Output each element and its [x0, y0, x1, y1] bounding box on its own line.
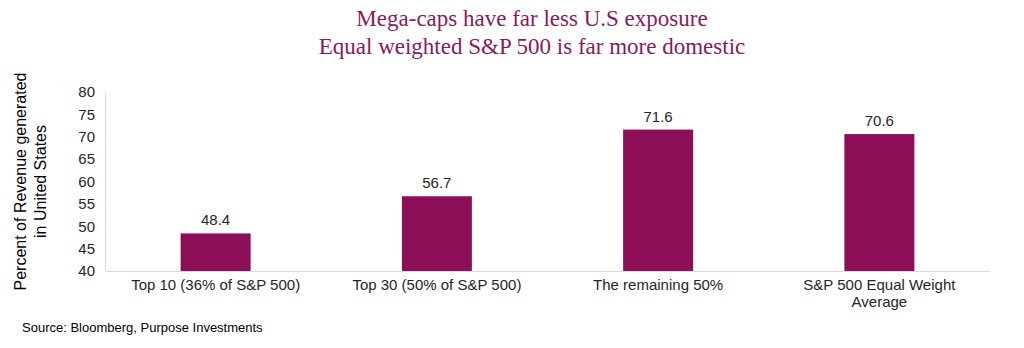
- y-axis-title: Percent of Revenue generatedin United St…: [12, 73, 48, 291]
- y-tick-label: 50: [78, 218, 95, 235]
- source-note: Source: Bloomberg, Purpose Investments: [22, 320, 263, 335]
- y-axis-line: [105, 93, 106, 272]
- chart-svg: Mega-caps have far less U.S exposure Equa…: [0, 0, 1024, 348]
- data-label: 71.6: [644, 108, 673, 125]
- y-tick-label: 45: [78, 240, 95, 257]
- y-axis-title-line: Percent of Revenue generated: [12, 73, 29, 291]
- bars: [181, 130, 915, 271]
- x-tick: Top 30 (50% of S&P 500): [352, 271, 521, 293]
- chart-container: Mega-caps have far less U.S exposure Equa…: [0, 0, 1024, 348]
- x-tick-label: Top 30 (50% of S&P 500): [352, 276, 521, 293]
- x-tick: The remaining 50%: [593, 271, 723, 293]
- y-axis: 40 45 50 55 60 65 70 75 80: [78, 83, 105, 279]
- data-label: 70.6: [865, 112, 894, 129]
- data-label: 48.4: [201, 211, 230, 228]
- y-tick: 70: [78, 128, 105, 145]
- y-tick: 40: [78, 262, 105, 279]
- bar: [181, 233, 251, 271]
- chart-title: Mega-caps have far less U.S exposure: [356, 6, 707, 31]
- y-tick: 50: [78, 218, 105, 235]
- y-tick-label: 70: [78, 128, 95, 145]
- plot-area: 48.4 56.7 71.6 70.6 40 45 50 55 60 65 70 75 80 Top 10…: [78, 83, 990, 310]
- data-labels: 48.4 56.7 71.6 70.6: [201, 108, 894, 229]
- y-tick-label: 55: [78, 195, 95, 212]
- x-tick-label: The remaining 50%: [593, 276, 723, 293]
- x-tick-label: Top 10 (36% of S&P 500): [131, 276, 300, 293]
- x-tick: Top 10 (36% of S&P 500): [131, 271, 300, 293]
- y-axis-title-line: in United States: [32, 125, 49, 238]
- y-tick: 80: [78, 83, 105, 100]
- x-axis-line: [106, 271, 991, 272]
- bar: [623, 130, 693, 271]
- y-tick: 75: [78, 106, 105, 123]
- y-tick-label: 80: [78, 83, 95, 100]
- data-label: 56.7: [422, 174, 451, 191]
- y-tick-label: 75: [78, 106, 95, 123]
- y-tick: 45: [78, 240, 105, 257]
- y-tick-label: 40: [78, 262, 95, 279]
- y-tick: 55: [78, 195, 105, 212]
- bar: [844, 134, 914, 271]
- y-tick: 60: [78, 173, 105, 190]
- y-tick: 65: [78, 150, 105, 167]
- bar: [402, 196, 472, 271]
- x-tick: S&P 500 Equal WeightAverage: [803, 271, 956, 310]
- y-tick-label: 60: [78, 173, 95, 190]
- x-axis: Top 10 (36% of S&P 500) Top 30 (50% of S&…: [106, 271, 991, 310]
- x-tick-label: S&P 500 Equal WeightAverage: [803, 276, 956, 310]
- chart-subtitle: Equal weighted S&P 500 is far more domes…: [319, 34, 746, 59]
- y-tick-label: 65: [78, 150, 95, 167]
